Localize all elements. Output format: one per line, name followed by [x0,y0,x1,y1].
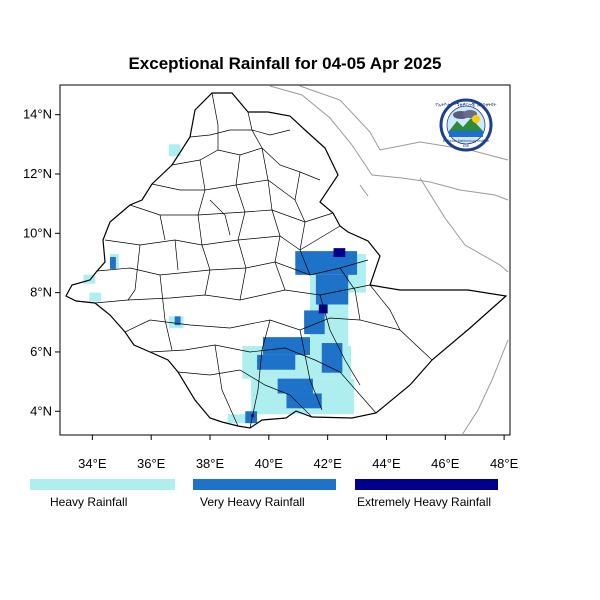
lon-tick-label: 48°E [490,456,519,471]
neighbour-borders [269,85,509,436]
lat-tick-label: 10°N [23,225,52,240]
lon-tick-label: 36°E [137,456,166,471]
very-heavy-rainfall-patch [245,411,258,424]
mountain-icon [449,118,483,131]
sun-icon [472,115,480,123]
plot-frame [59,84,511,436]
heavy-rainfall-patch [83,274,96,284]
very-heavy-rainfall-patch [304,310,325,335]
lon-tick-label: 38°E [196,456,225,471]
axis-ticks [55,114,505,440]
very-heavy-rainfall-patch [262,337,310,355]
heavy-rainfall-patch [227,414,258,424]
map-title: Exceptional Rainfall for 04-05 Apr 2025 [128,54,442,73]
legend-label-extreme: Extremely Heavy Rainfall [357,495,492,509]
longitude-labels: 34°E 36°E 38°E 40°E 42°E 44°E 46°E 48°E [78,456,518,471]
lat-tick-label: 14°N [23,107,52,122]
somali-coast [461,339,509,436]
lon-tick-label: 44°E [372,456,401,471]
djibouti-line [359,184,369,197]
legend-label-very-heavy: Very Heavy Rainfall [200,495,305,509]
lat-tick-label: 12°N [23,166,52,181]
latitude-labels: 14°N 12°N 10°N 8°N 6°N 4°N [23,107,52,419]
lat-tick-label: 4°N [30,403,52,418]
gulf-of-aden-coast [419,177,509,273]
lon-tick-label: 40°E [255,456,284,471]
very-heavy-rainfall-patch [110,257,116,269]
extreme-rainfall-patch [318,304,328,314]
lon-tick-label: 42°E [313,456,342,471]
legend-swatch-very-heavy [193,479,336,490]
legend-swatch-extreme [355,479,498,490]
very-heavy-rainfall-patch [277,378,313,394]
svg-text:የኢትዮጵያ ሜቲዎሮሎጂ ኢንስቲትዩት: የኢትዮጵያ ሜቲዎሮሎጂ ኢንስቲትዩት [436,103,497,108]
heavy-rainfall-patch [89,292,102,302]
lon-tick-label: 34°E [78,456,107,471]
very-heavy-rainfall-patch [286,393,322,409]
very-heavy-rainfall-patch [321,343,343,373]
heavy-rainfall-patch [168,144,181,157]
lon-tick-label: 46°E [431,456,460,471]
legend-label-heavy: Heavy Rainfall [50,495,128,509]
legend-swatch-heavy [30,479,175,490]
lat-tick-label: 6°N [30,344,52,359]
very-heavy-rainfall-patch [315,274,349,305]
svg-text:EMI: EMI [463,144,469,148]
very-heavy-rainfall-patch [174,316,181,326]
red-sea-coast [269,85,509,201]
emi-logo: የኢትዮጵያ ሜቲዎሮሎጂ ኢንስቲትዩት Ethiopian Meteorol… [436,98,497,152]
extreme-rainfall-patch [333,248,346,258]
svg-text:Ethiopian Meteorology Institut: Ethiopian Meteorology Institute [443,139,490,143]
admin-boundaries [94,92,433,429]
lat-tick-label: 8°N [30,285,52,300]
very-heavy-rainfall-patch [257,354,296,370]
